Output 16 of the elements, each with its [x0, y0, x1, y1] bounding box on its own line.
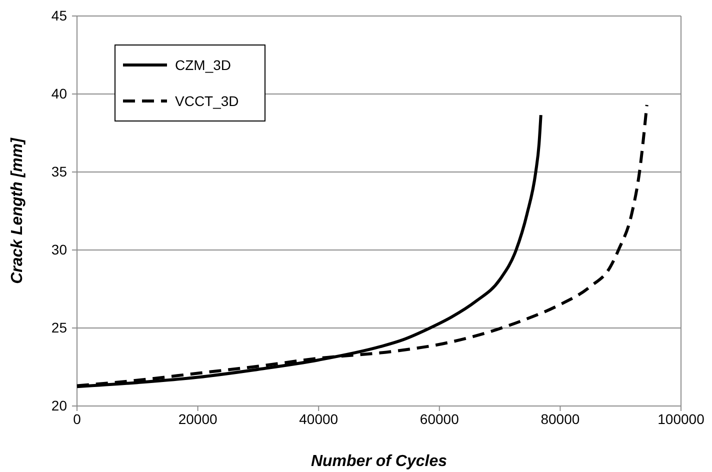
- x-tick-label: 0: [73, 410, 82, 427]
- y-tick-label: 35: [51, 163, 68, 180]
- x-tick-label: 80000: [540, 410, 580, 427]
- y-tick-label: 25: [51, 319, 68, 336]
- y-axis-title: Crack Length [mm]: [9, 137, 26, 284]
- y-tick-label: 45: [51, 7, 68, 24]
- x-tick-label: 60000: [420, 410, 460, 427]
- y-tick-label: 40: [51, 85, 68, 102]
- legend-label: VCCT_3D: [175, 93, 239, 109]
- x-tick-label: 40000: [299, 410, 338, 427]
- x-tick-label: 20000: [178, 410, 218, 427]
- x-axis-title: Number of Cycles: [310, 453, 448, 470]
- legend-label: CZM_3D: [175, 57, 232, 73]
- x-tick-label: 100000: [658, 410, 705, 427]
- y-tick-label: 20: [51, 397, 68, 414]
- y-tick-label: 30: [51, 241, 68, 258]
